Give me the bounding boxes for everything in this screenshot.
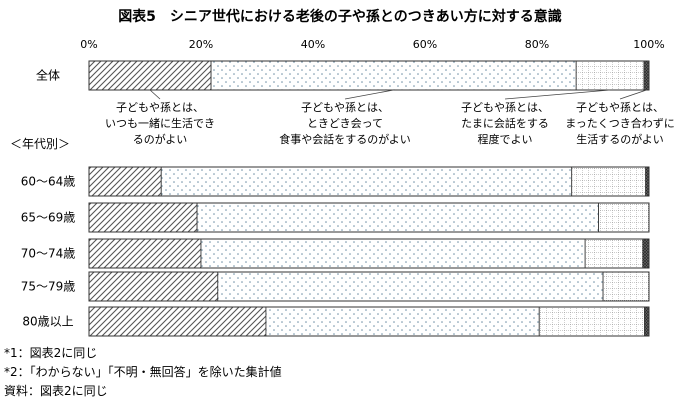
x-tick-label: 40% bbox=[301, 38, 325, 51]
bar-segment bbox=[265, 306, 540, 337]
bar-segment bbox=[217, 271, 604, 302]
annotation-line: まったくつき合わずに bbox=[565, 116, 675, 130]
bar-segment bbox=[602, 271, 650, 302]
x-tick-label: 20% bbox=[189, 38, 213, 51]
annotation-line: 子どもや孫とは、 bbox=[576, 101, 664, 114]
bar-segment bbox=[644, 306, 650, 337]
x-tick-label: 60% bbox=[413, 38, 437, 51]
bar-segment bbox=[88, 238, 202, 269]
annotation-line: ときどき会って bbox=[307, 117, 383, 130]
annotation-line: るのがよい bbox=[133, 132, 187, 146]
footnotes: *1：図表2に同じ *2：「わからない」「不明・無回答」を除いた集計値 資料：図… bbox=[4, 344, 282, 401]
annotation-line: いつも一緒に生活でき bbox=[105, 116, 215, 130]
group-label: ＜年代別＞ bbox=[10, 137, 70, 151]
bar-segment bbox=[88, 202, 198, 233]
stacked-bar-chart: 図表5 シニア世代における老後の子や孫とのつきあい方に対する意識 0% 20% 40… bbox=[10, 8, 675, 337]
bar-outline bbox=[88, 166, 650, 197]
bar-segment bbox=[575, 60, 645, 91]
bar-segment bbox=[196, 202, 599, 233]
category-label: 70～74歳 bbox=[21, 247, 76, 261]
annotation-line: 生活するのがよい bbox=[576, 132, 663, 146]
leader-line bbox=[344, 89, 394, 100]
annotation-line: たまに会話をする bbox=[461, 116, 549, 130]
leader-line bbox=[149, 89, 161, 100]
annotation-line: 食事や会話をするのがよい bbox=[279, 132, 410, 146]
category-label: 75～79歳 bbox=[21, 280, 76, 294]
x-tick-label: 0% bbox=[80, 38, 97, 51]
x-tick-label: 80% bbox=[525, 38, 549, 51]
annotation-line: 子どもや孫とは、 bbox=[461, 101, 549, 114]
bar-segment bbox=[584, 238, 644, 269]
annotation-line: 程度でよい bbox=[478, 132, 533, 146]
bar-segment bbox=[538, 306, 645, 337]
bar-segment bbox=[88, 60, 212, 91]
bar-outline bbox=[88, 60, 650, 91]
bar-segment bbox=[645, 166, 650, 197]
note-1: *1：図表2に同じ bbox=[4, 346, 98, 360]
note-2: *2：「わからない」「不明・無回答」を除いた集計値 bbox=[4, 365, 282, 379]
bar-outline bbox=[88, 306, 650, 337]
bar-segment bbox=[160, 166, 573, 197]
bar-segment bbox=[200, 238, 586, 269]
category-label: 60～64歳 bbox=[21, 175, 76, 189]
bar-segment bbox=[210, 60, 577, 91]
bar-segment bbox=[571, 166, 647, 197]
bar-segment bbox=[642, 238, 650, 269]
chart-title: 図表5 シニア世代における老後の子や孫とのつきあい方に対する意識 bbox=[118, 8, 562, 25]
bar-segment bbox=[598, 202, 650, 233]
bar-segment bbox=[643, 60, 650, 91]
annotation-line: 子どもや孫とは、 bbox=[301, 101, 389, 114]
bar-outline bbox=[88, 202, 650, 233]
bar-outline bbox=[88, 238, 650, 269]
bar-outline bbox=[88, 271, 650, 302]
category-label: 65～69歳 bbox=[21, 211, 76, 225]
leader-line bbox=[619, 89, 647, 100]
x-tick-label: 100% bbox=[633, 38, 664, 51]
bar-segment bbox=[88, 166, 162, 197]
source-note: 資料：図表2に同じ bbox=[4, 384, 108, 398]
bar-segment bbox=[88, 271, 219, 302]
bar-segment bbox=[88, 306, 267, 337]
leader-line bbox=[504, 89, 611, 100]
annotation-line: 子どもや孫とは、 bbox=[116, 101, 204, 114]
category-label: 全体 bbox=[36, 68, 60, 83]
category-label: 80歳以上 bbox=[22, 315, 73, 329]
